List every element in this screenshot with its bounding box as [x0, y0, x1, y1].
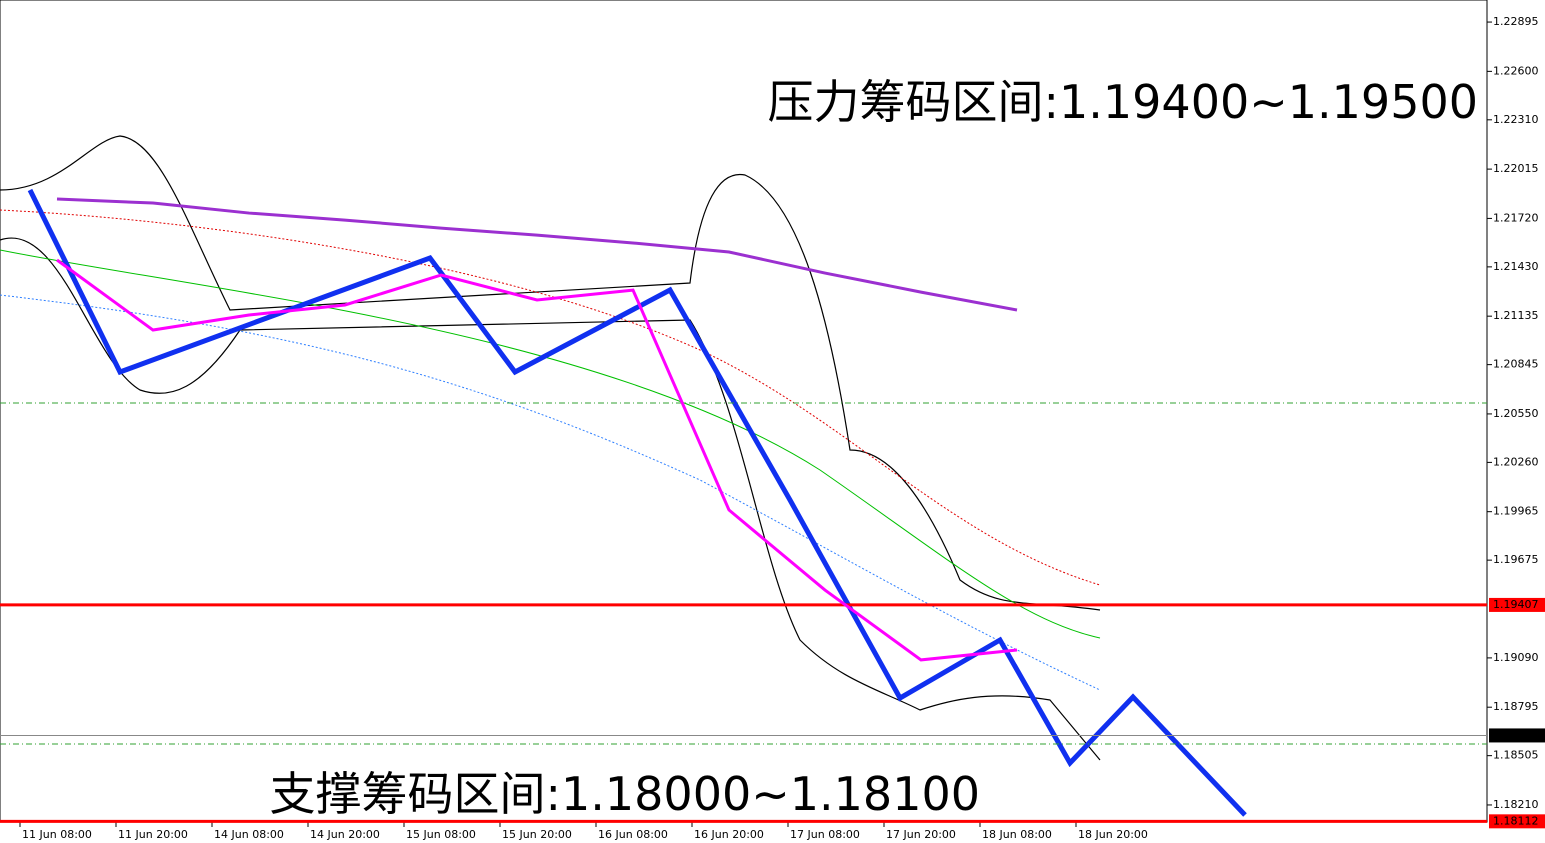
x-tick-label: 18 Jun 08:00 — [982, 828, 1052, 841]
y-tick-label: 1.21135 — [1493, 309, 1539, 322]
arrows — [27, 188, 1247, 817]
ma-line — [0, 209, 1101, 586]
y-tick-label: 1.20260 — [1493, 455, 1539, 468]
y-tick-label: 1.19675 — [1493, 553, 1539, 566]
y-tick-label: 1.21720 — [1493, 211, 1539, 224]
x-tick-label: 16 Jun 08:00 — [598, 828, 668, 841]
bands — [0, 135, 1101, 761]
y-tick-label: 1.21430 — [1493, 260, 1539, 273]
plot-frame — [0, 0, 1488, 823]
series-line — [56, 258, 1018, 662]
y-tick-label: 1.18210 — [1493, 798, 1539, 811]
x-tick-label: 15 Jun 20:00 — [502, 828, 572, 841]
x-tick-label: 16 Jun 20:00 — [694, 828, 764, 841]
y-tick-label: 1.18505 — [1493, 749, 1539, 762]
price-tag-label: 1.18626 — [1493, 728, 1539, 741]
price-tag — [1489, 728, 1545, 743]
annotation: 压力筹码区间:1.19400~1.19500 — [768, 75, 1478, 129]
x-tick-label: 14 Jun 08:00 — [214, 828, 284, 841]
price-tag — [1489, 814, 1545, 829]
series-line — [56, 197, 1018, 312]
y-tick-label: 1.18795 — [1493, 700, 1539, 713]
x-tick-label: 17 Jun 08:00 — [790, 828, 860, 841]
price-tag-label: 1.19407 — [1493, 598, 1539, 611]
ma-line — [0, 249, 1101, 639]
x-tick-label: 18 Jun 20:00 — [1078, 828, 1148, 841]
y-tick-label: 1.22015 — [1493, 162, 1539, 175]
zigzag-arrow — [27, 188, 1247, 817]
x-tick-label: 15 Jun 08:00 — [406, 828, 476, 841]
annotation: 支撑筹码区间:1.18000~1.18100 — [270, 767, 980, 821]
y-tick-label: 1.22895 — [1493, 15, 1539, 28]
lower-band — [0, 237, 1101, 761]
upper-band — [0, 135, 1101, 611]
x-tick-label: 11 Jun 20:00 — [118, 828, 188, 841]
y-tick-label: 1.22310 — [1493, 113, 1539, 126]
x-tick-label: 17 Jun 20:00 — [886, 828, 956, 841]
price-tag — [1489, 597, 1545, 612]
y-tick-label: 1.20550 — [1493, 407, 1539, 420]
x-tick-label: 11 Jun 08:00 — [22, 828, 92, 841]
price-tag-label: 1.18112 — [1493, 814, 1539, 827]
y-tick-label: 1.19965 — [1493, 505, 1539, 518]
y-tick-label: 1.22600 — [1493, 64, 1539, 77]
y-tick-label: 1.20845 — [1493, 358, 1539, 371]
x-tick-label: 14 Jun 20:00 — [310, 828, 380, 841]
y-tick-label: 1.19090 — [1493, 651, 1539, 664]
